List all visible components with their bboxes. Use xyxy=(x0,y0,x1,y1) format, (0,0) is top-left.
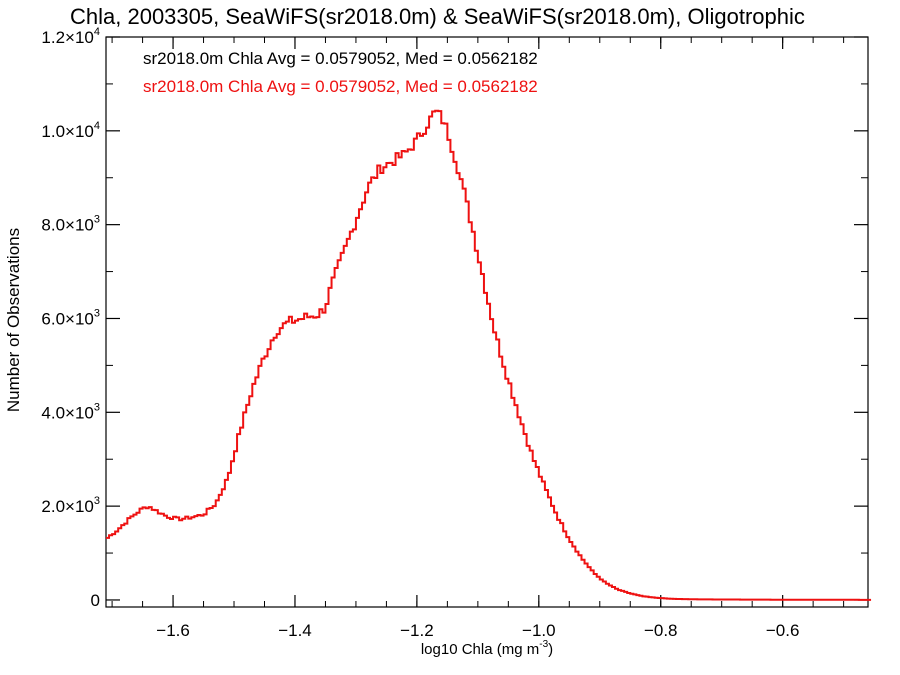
y-tick-label: 1.0×104 xyxy=(41,120,100,141)
y-tick-label: 4.0×103 xyxy=(41,401,100,422)
y-tick-label: 0 xyxy=(91,591,100,610)
series-layer xyxy=(106,109,872,601)
x-tick-label: −1.0 xyxy=(522,621,556,640)
y-tick-label: 2.0×103 xyxy=(41,495,100,516)
y-tick-label: 6.0×103 xyxy=(41,307,100,328)
x-tick-label: −0.6 xyxy=(766,621,800,640)
annotation-red: sr2018.0m Chla Avg = 0.0579052, Med = 0.… xyxy=(143,77,538,96)
x-tick-label: −1.2 xyxy=(400,621,434,640)
histogram-series-line xyxy=(106,109,872,601)
x-axis: −1.6 −1.4 −1.2 −1.0 −0.8 −0.6 xyxy=(111,37,845,640)
x-tick-label: −1.4 xyxy=(278,621,312,640)
x-tick-label: −1.6 xyxy=(156,621,190,640)
annotation-black: sr2018.0m Chla Avg = 0.0579052, Med = 0.… xyxy=(143,49,538,68)
y-tick-label: 1.2×104 xyxy=(41,26,100,47)
y-tick-label: 8.0×103 xyxy=(41,214,100,235)
y-axis-label: Number of Observations xyxy=(4,228,23,412)
chart-title: Chla, 2003305, SeaWiFS(sr2018.0m) & SeaW… xyxy=(70,4,805,29)
y-axis: 0 2.0×103 4.0×103 6.0×103 8.0×103 1.0×104 1.2×… xyxy=(41,26,868,610)
x-axis-label: log10 Chla (mg m-3) xyxy=(421,639,553,658)
plot-frame xyxy=(105,36,869,608)
x-tick-label: −0.8 xyxy=(644,621,678,640)
